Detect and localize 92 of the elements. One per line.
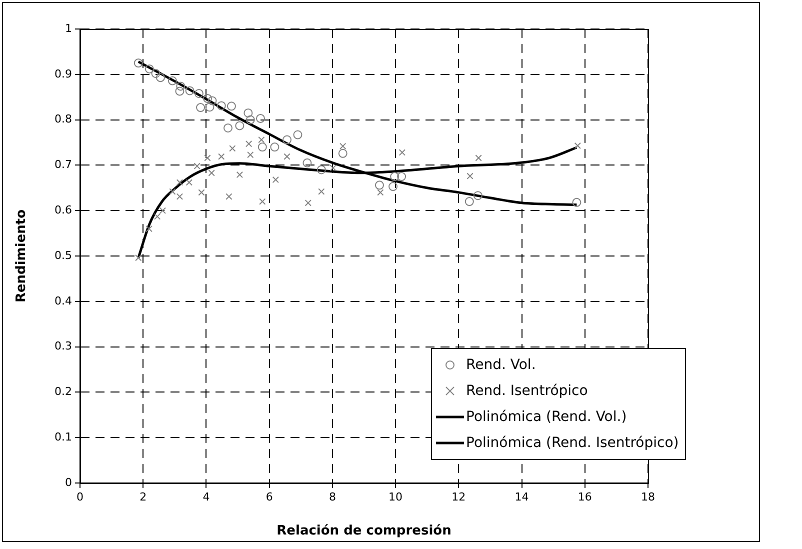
legend-label: Polinómica (Rend. Isentrópico) [466,435,679,451]
point [304,200,312,206]
point [318,188,325,195]
y-tick-label: 0.8 [54,112,72,126]
x-tick-label: 10 [388,490,403,504]
point [377,189,384,196]
point [316,165,326,174]
point [282,135,292,144]
y-tick-label: 0.6 [54,203,72,216]
point [256,114,265,123]
x-tick-label: 18 [641,490,655,504]
point [194,88,204,98]
y-tick-label: 0.2 [54,385,72,398]
point [466,172,474,180]
point [284,153,290,160]
point [198,189,205,196]
point [176,179,184,186]
point [293,130,302,140]
y-tick-label: 0.7 [54,158,72,172]
point [235,121,244,130]
point [196,103,206,112]
point [176,82,186,91]
point [226,102,236,111]
x-tick-label: 0 [76,490,84,504]
y-axis-title: Rendimiento [14,209,30,303]
point [159,207,166,214]
point [175,86,184,96]
point [258,136,265,144]
point [464,197,474,206]
legend-label: Polinómica (Rend. Vol.) [466,409,627,425]
y-tick-label: 0.4 [54,294,72,308]
point [168,76,177,86]
x-tick-label: 8 [328,490,336,504]
y-tick-label: 0.1 [54,430,72,444]
point [244,108,253,118]
legend-label: Rend. Vol. [466,357,536,373]
point [204,154,211,162]
y-tick-label: 0 [65,476,72,489]
point [388,182,398,192]
point [208,170,215,176]
point [272,176,279,184]
point [398,149,406,156]
point [340,142,346,150]
point [259,198,266,205]
x-tick-label: 6 [266,490,273,504]
point [270,142,280,152]
point [216,101,226,110]
y-tick-label: 0.9 [54,67,72,80]
point [245,140,252,148]
point [226,193,232,200]
point [202,94,212,103]
point [390,172,400,182]
x-tick-label: 14 [514,490,529,504]
point [154,213,161,220]
point [218,153,225,160]
point [236,171,243,178]
point [186,179,193,186]
point [134,58,143,68]
point [229,145,236,152]
point [330,164,336,172]
point [156,73,165,82]
point [374,180,384,190]
point [258,142,267,152]
point [146,225,152,232]
point [144,64,154,74]
x-tick-label: 12 [452,490,466,504]
point [208,96,217,106]
point [572,198,582,207]
point [223,123,232,132]
x-tick-label: 16 [578,490,592,504]
legend-label: Rend. Isentrópico [466,383,588,399]
point [397,172,406,182]
x-tick-label: 4 [202,490,210,504]
point [151,68,160,78]
y-tick-label: 1 [65,22,72,35]
point [176,193,184,200]
x-tick-label: 2 [140,490,147,504]
point [205,102,214,112]
point [473,191,482,200]
y-tick-label: 0.3 [54,340,72,353]
point [574,142,581,150]
point [185,86,194,96]
x-axis-title: Relación de compresión [276,524,452,539]
point [247,151,254,158]
point [135,254,142,262]
point [338,148,348,158]
point [169,188,176,195]
point [475,154,482,162]
point [246,115,255,124]
point [194,162,200,170]
point [302,158,312,168]
y-tick-label: 0.5 [54,248,72,262]
